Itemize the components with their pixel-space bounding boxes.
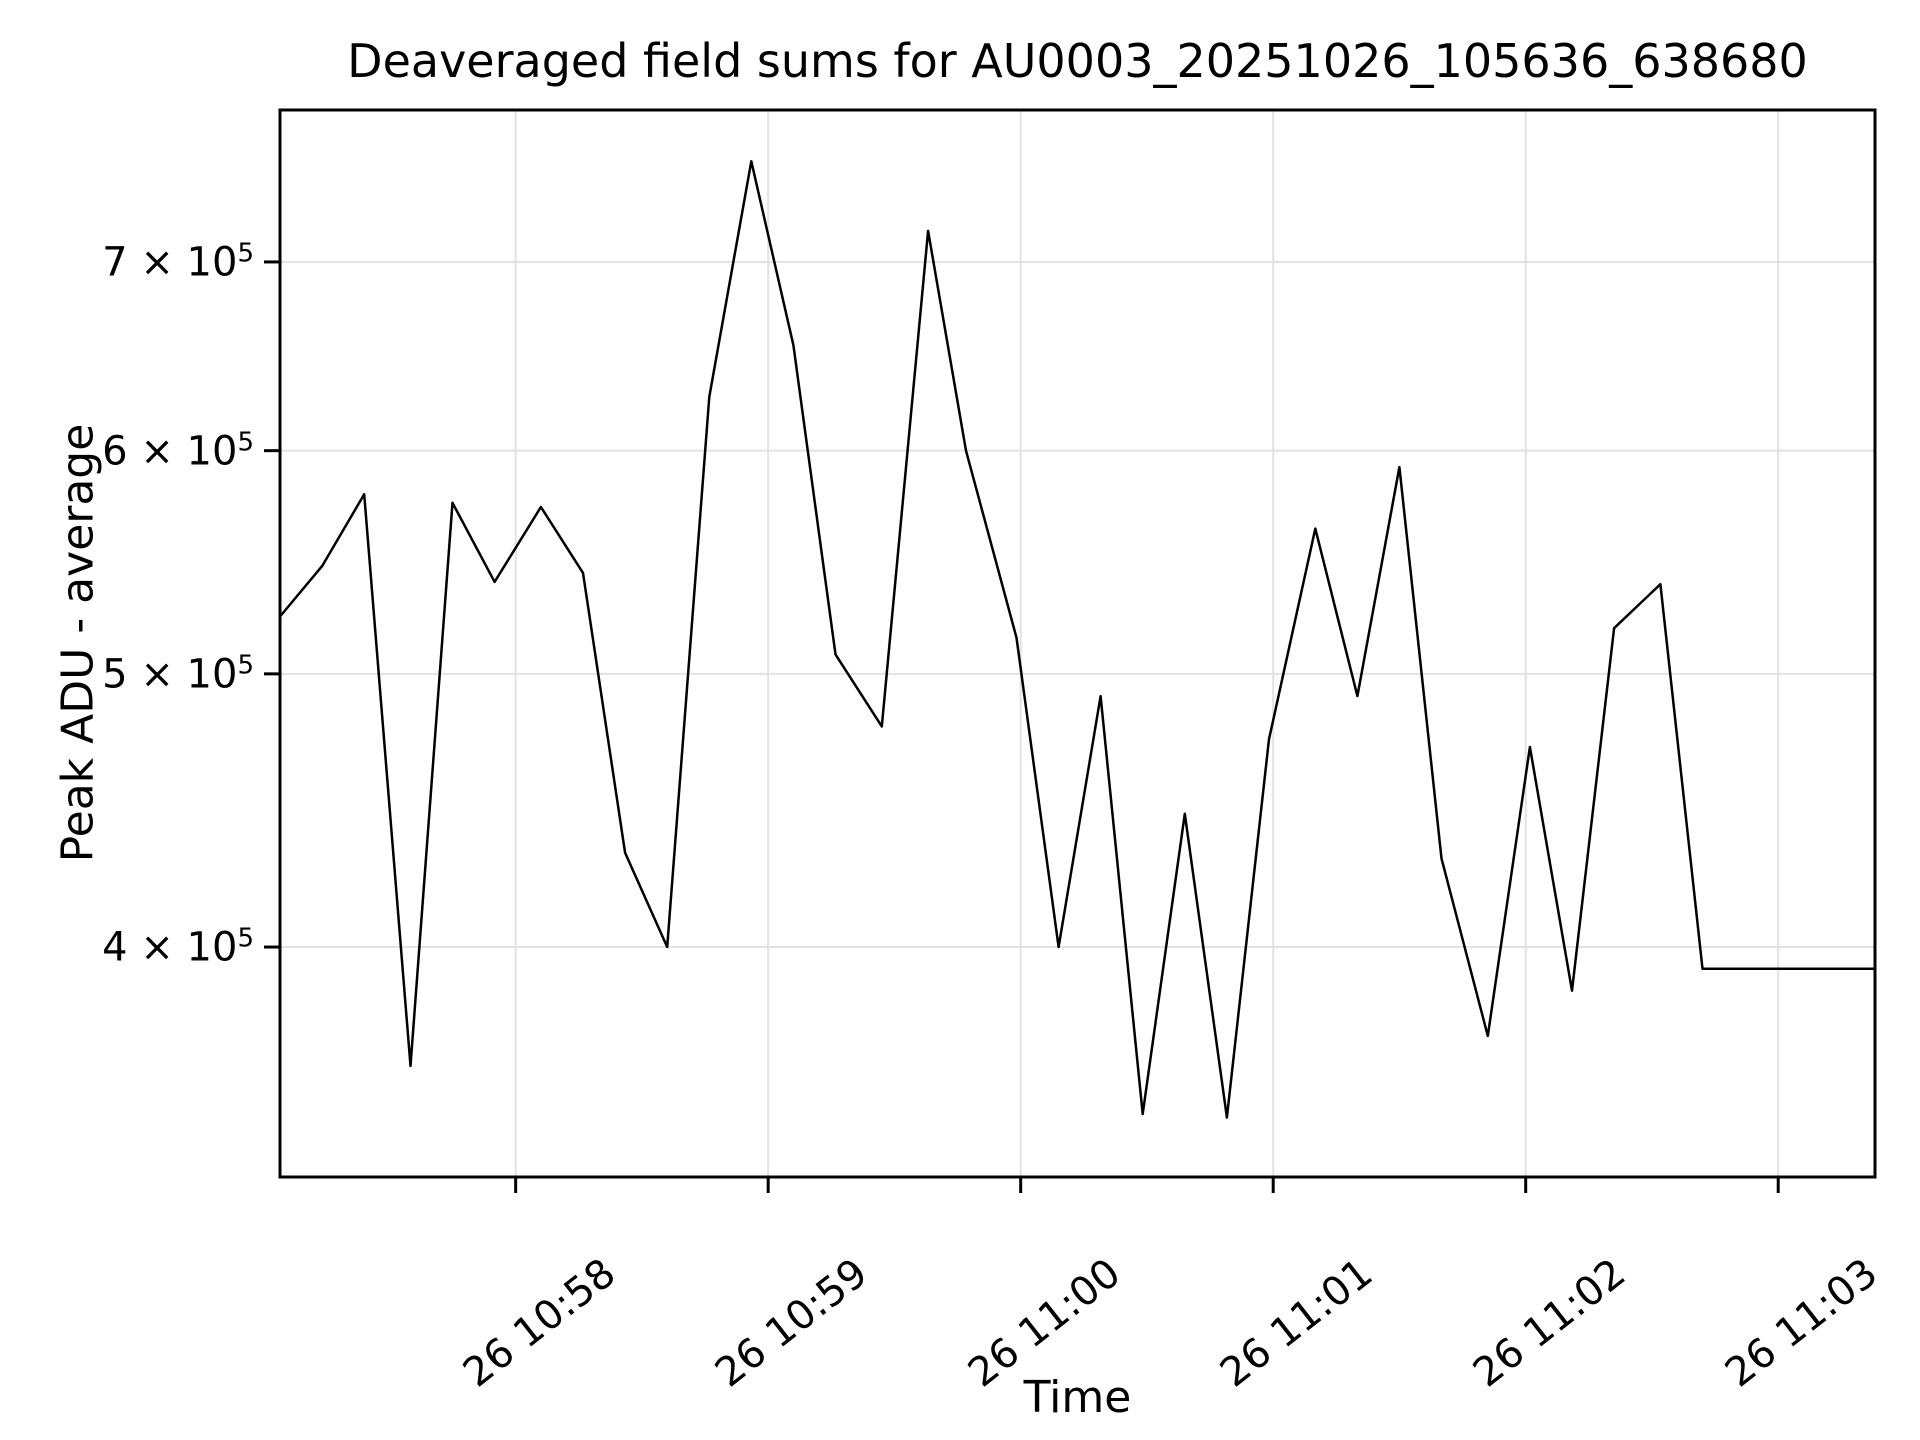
y-tick-label: 5 × 105: [102, 650, 254, 698]
axes-spines: [278, 108, 1877, 1179]
y-tick-label: 7 × 105: [102, 238, 254, 286]
y-tick-label: 4 × 105: [102, 923, 254, 971]
y-tick-label: 6 × 105: [102, 426, 254, 475]
chart-title: Deaveraged field sums for AU0003_2025102…: [347, 34, 1808, 88]
x-axis-label: Time: [1023, 1372, 1132, 1423]
data-line: [278, 160, 1877, 1119]
y-axis-label: Peak ADU - average: [52, 423, 104, 863]
